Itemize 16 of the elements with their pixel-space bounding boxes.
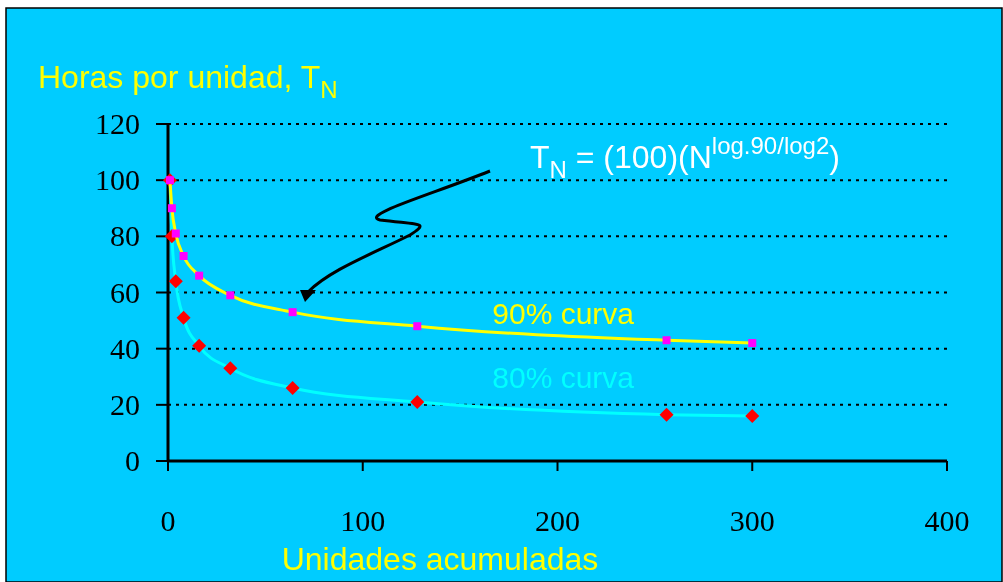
x-tick-label: 0 (160, 504, 176, 537)
x-tick-label: 200 (535, 504, 580, 537)
annotation: T$_{N}$ = (100)(N$^{log.90/log2}$) (530, 131, 840, 183)
x-tick-label: 300 (729, 504, 775, 537)
y-tick-label: 80 (110, 219, 140, 253)
y-tick-label: 100 (95, 163, 140, 197)
y-tick-label: 120 (95, 107, 140, 140)
y-tick-label: 20 (110, 387, 140, 421)
x-axis-title: Unidades acumuladas (281, 541, 599, 577)
y-axis-title: Horas por unidad, T$_{N}$ (38, 59, 338, 103)
series-label: 90% curva (492, 297, 635, 331)
y-tick-label: 60 (110, 275, 140, 309)
x-tick-label: 100 (340, 504, 386, 537)
y-tick-label: 40 (110, 331, 140, 365)
y-tick-label: 0 (125, 444, 140, 477)
x-tick-label: 400 (924, 504, 970, 537)
